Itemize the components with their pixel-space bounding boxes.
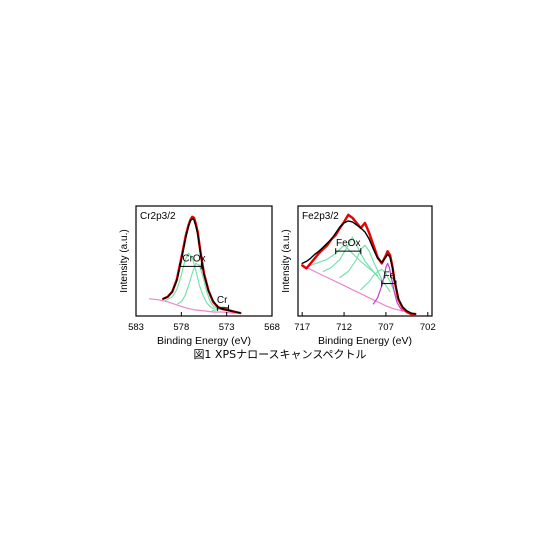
x-tick-label: 702 bbox=[420, 322, 436, 333]
annotation-label: Cr bbox=[217, 295, 228, 306]
series-component-2 bbox=[177, 262, 222, 311]
series-component-1 bbox=[164, 252, 215, 310]
figure-caption: 図1 XPSナロースキャンスペクトル bbox=[193, 348, 367, 361]
chart-panel-1: 583 578 573 568 Cr2p3/2 CrOx Cr Binding Energy … bbox=[119, 205, 280, 347]
series-component-2 bbox=[322, 236, 383, 283]
y-axis-label: Intensity (a.u.) bbox=[119, 229, 130, 292]
series-envelope-1 bbox=[301, 220, 416, 315]
plot-frame bbox=[135, 205, 273, 317]
series-component-3 bbox=[339, 244, 391, 293]
x-tick-label: 573 bbox=[219, 322, 235, 333]
annotation-label: CrOx bbox=[182, 253, 205, 264]
x-tick-label: 707 bbox=[378, 322, 394, 333]
chart-panel-2: 717 712 707 702 Fe2p3/2 FeOx Fe Binding Energy … bbox=[281, 205, 436, 347]
y-axis-label: Intensity (a.u.) bbox=[281, 229, 292, 292]
annotation-label: Fe bbox=[383, 271, 395, 282]
x-axis-label: Binding Energy (eV) bbox=[157, 335, 251, 347]
annotation-label: FeOx bbox=[336, 238, 360, 249]
plot-frame bbox=[297, 205, 433, 317]
panel-label: Cr2p3/2 bbox=[140, 211, 176, 222]
series-metal-1 bbox=[372, 262, 404, 312]
x-tick-label: 717 bbox=[294, 322, 310, 333]
series-component-1 bbox=[310, 244, 379, 277]
series-component-4 bbox=[360, 268, 404, 309]
series-background-1 bbox=[301, 264, 416, 315]
panel-label: Fe2p3/2 bbox=[302, 211, 339, 222]
x-tick-label: 568 bbox=[264, 322, 280, 333]
x-axis-label: Binding Energy (eV) bbox=[318, 335, 412, 347]
x-tick-label: 578 bbox=[173, 322, 189, 333]
x-tick-label: 583 bbox=[128, 322, 144, 333]
x-tick-label: 712 bbox=[336, 322, 352, 333]
